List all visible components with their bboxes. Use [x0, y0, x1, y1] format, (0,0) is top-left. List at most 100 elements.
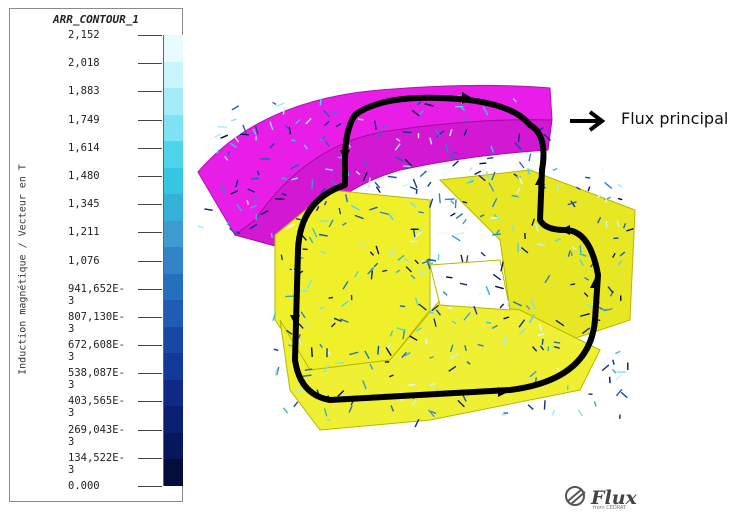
flux-vector — [281, 177, 287, 180]
flux-vector — [415, 327, 423, 332]
flux-vector — [503, 336, 506, 345]
flux-vector — [337, 390, 345, 397]
flux-vector — [290, 163, 300, 170]
flux-vector — [553, 345, 560, 349]
legend-tick — [138, 147, 162, 149]
flux-vector — [419, 170, 427, 178]
flux-vector — [482, 106, 489, 116]
flux-vector — [451, 234, 461, 242]
magnetic-circuit-3d-view — [197, 84, 636, 431]
flux-vector — [315, 206, 320, 212]
flux-vector — [414, 297, 419, 307]
flux-vector — [410, 274, 416, 280]
legend-value: 1,883 — [68, 85, 100, 98]
flux-vector — [333, 317, 342, 322]
flux-vector — [227, 221, 230, 226]
logo-subtitle: from CEDRAT — [593, 505, 627, 511]
flux-path-loop — [292, 94, 601, 403]
flux-vector — [246, 200, 249, 205]
legend-value: 1,211 — [68, 226, 100, 239]
flux-vector — [216, 149, 220, 154]
flux-vector — [324, 120, 330, 127]
flux-vector — [448, 365, 457, 372]
flux-vector — [603, 308, 613, 312]
flux-vector — [577, 409, 583, 417]
flux-vector — [319, 306, 325, 310]
flux-vector — [291, 177, 299, 181]
flux-vector — [616, 220, 621, 228]
flux-vector — [501, 413, 506, 417]
legend-swatch — [164, 247, 183, 275]
legend-swatch — [164, 194, 183, 222]
flux-vector — [556, 184, 559, 192]
flux-vector — [479, 162, 487, 165]
flux-vector — [250, 177, 259, 180]
flux-vector — [586, 303, 593, 309]
flux-direction-arrow — [560, 225, 570, 235]
flux-vector — [416, 101, 422, 106]
flux-vector — [604, 181, 613, 190]
flux-vector — [377, 130, 381, 138]
flux-vector — [429, 198, 434, 208]
flux-vector — [467, 177, 474, 184]
flux-vector — [536, 243, 546, 247]
flux-vector — [319, 98, 322, 106]
legend-swatch — [164, 432, 183, 460]
flux-vector — [543, 400, 546, 410]
flux-vector — [319, 343, 323, 349]
flux-vector — [538, 323, 542, 332]
flux-vector — [491, 171, 496, 181]
flux-vector — [446, 276, 453, 279]
flux-vector — [478, 291, 482, 297]
flux-vector — [254, 125, 259, 135]
flux-vector — [437, 253, 440, 261]
flux-vector — [555, 319, 565, 327]
flux-vector — [518, 176, 523, 185]
flux-vector — [468, 166, 473, 172]
legend-tick — [138, 204, 162, 206]
flux-vector — [295, 119, 301, 124]
flux-vector — [552, 167, 558, 171]
flux-vector — [368, 177, 371, 188]
flux-vector — [357, 118, 364, 121]
flux-vector — [235, 230, 241, 235]
flux-vector — [553, 341, 561, 344]
flux-vector — [306, 279, 313, 289]
flux-vector — [394, 143, 401, 151]
flux-vector — [474, 170, 482, 175]
legend-value: 0.000 — [68, 480, 100, 492]
flux-vector — [230, 190, 239, 195]
flux-vector — [584, 276, 590, 281]
flux-vector — [411, 109, 420, 117]
flux-vector — [300, 311, 306, 319]
flux-vector — [604, 195, 608, 203]
flux-vector — [604, 196, 611, 201]
flux-vector — [479, 214, 485, 218]
flux-vector — [500, 261, 504, 272]
flux-vector — [339, 318, 349, 323]
flux-vector — [518, 328, 526, 335]
flux-vector — [512, 301, 523, 307]
flux-vector — [224, 155, 229, 161]
flux-vector — [275, 102, 286, 108]
flux-vector — [465, 255, 469, 263]
flux-vector — [322, 109, 330, 117]
flux-vector — [451, 320, 457, 325]
flux-vector — [402, 131, 412, 134]
legend-swatch — [164, 353, 183, 381]
legend-tick — [138, 260, 162, 262]
flux-vector — [485, 171, 490, 180]
flux-vector — [612, 359, 615, 365]
flux-vector — [380, 124, 389, 131]
flux-vector — [409, 335, 418, 341]
flux-vector — [414, 259, 419, 265]
flux-vector — [427, 409, 435, 418]
flux-vector — [281, 192, 287, 197]
flux-vector — [335, 361, 344, 365]
flux-vector — [443, 166, 447, 172]
flux-vector — [530, 299, 536, 309]
flux-direction-arrow — [590, 278, 600, 288]
legend-value: 2,152 — [68, 29, 100, 41]
flux-vector — [401, 183, 411, 188]
flux-vector — [449, 129, 453, 137]
